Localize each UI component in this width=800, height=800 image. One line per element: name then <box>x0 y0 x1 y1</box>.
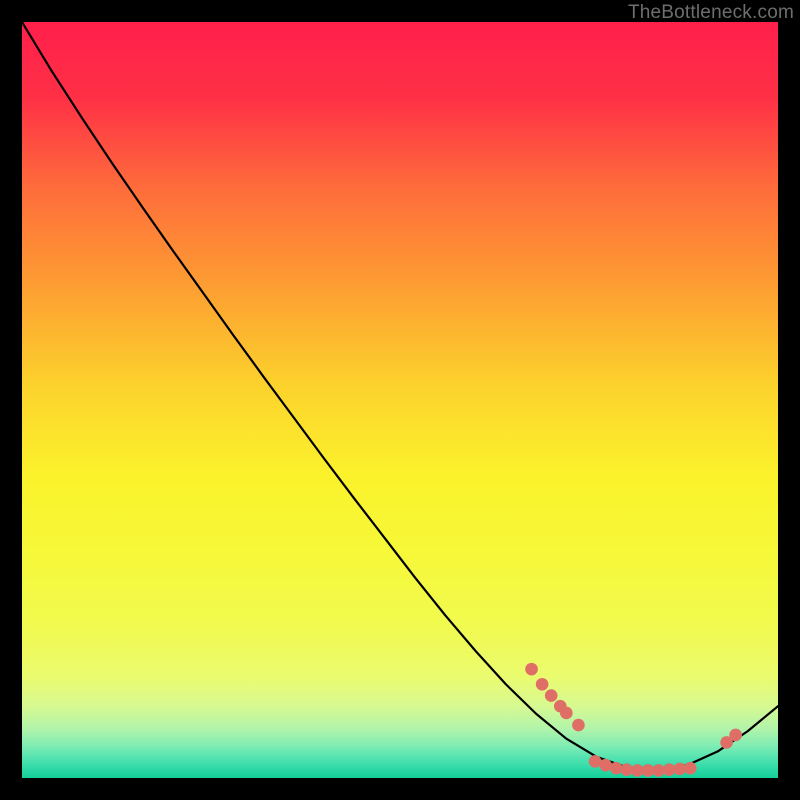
data-marker <box>684 762 697 775</box>
plot-area <box>22 22 778 778</box>
data-marker <box>525 663 538 676</box>
data-marker <box>599 759 612 772</box>
data-marker <box>610 762 623 775</box>
data-marker <box>545 689 558 702</box>
data-marker <box>572 719 585 732</box>
data-marker <box>536 678 549 691</box>
chart-container: TheBottleneck.com <box>0 0 800 800</box>
gradient-background <box>22 22 778 778</box>
attribution-text: TheBottleneck.com <box>628 2 794 24</box>
data-marker <box>560 707 573 720</box>
data-marker <box>729 729 742 742</box>
plot-svg <box>22 22 778 778</box>
